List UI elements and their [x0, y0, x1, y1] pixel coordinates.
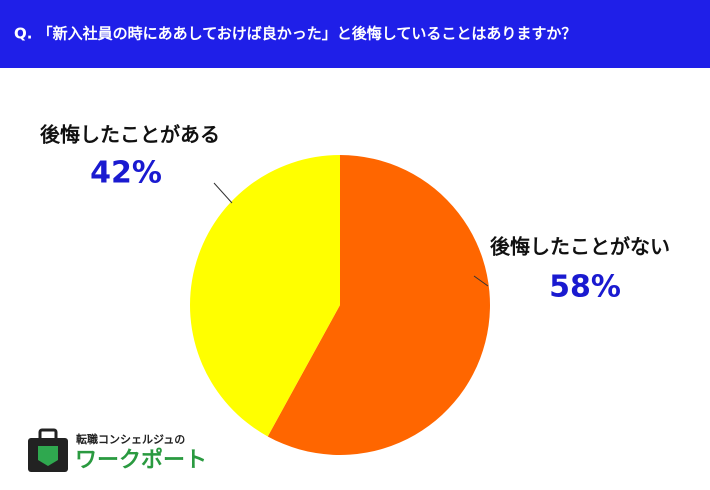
logo: 転職コンシェルジュの ワークポート [28, 428, 207, 473]
slice-label: 後悔したことがある [40, 123, 220, 147]
pie-slice [267, 155, 490, 455]
slice-label: 後悔したことがない [490, 235, 670, 259]
brand-tagline: 転職コンシェルジュの [76, 432, 185, 446]
value-label: 58% [549, 270, 621, 305]
leader-line [473, 275, 489, 287]
brand-name: ワークポート [75, 447, 207, 473]
value-label: 42% [90, 156, 162, 191]
leader-line [213, 182, 233, 204]
logo-shield [38, 446, 58, 466]
logo-handle [38, 428, 58, 442]
header-bar [0, 0, 710, 68]
chart-title: Q. 「新入社員の時にああしておけば良かった」と後悔していることはありますか？ [14, 25, 576, 43]
pie-slice [189, 155, 340, 437]
